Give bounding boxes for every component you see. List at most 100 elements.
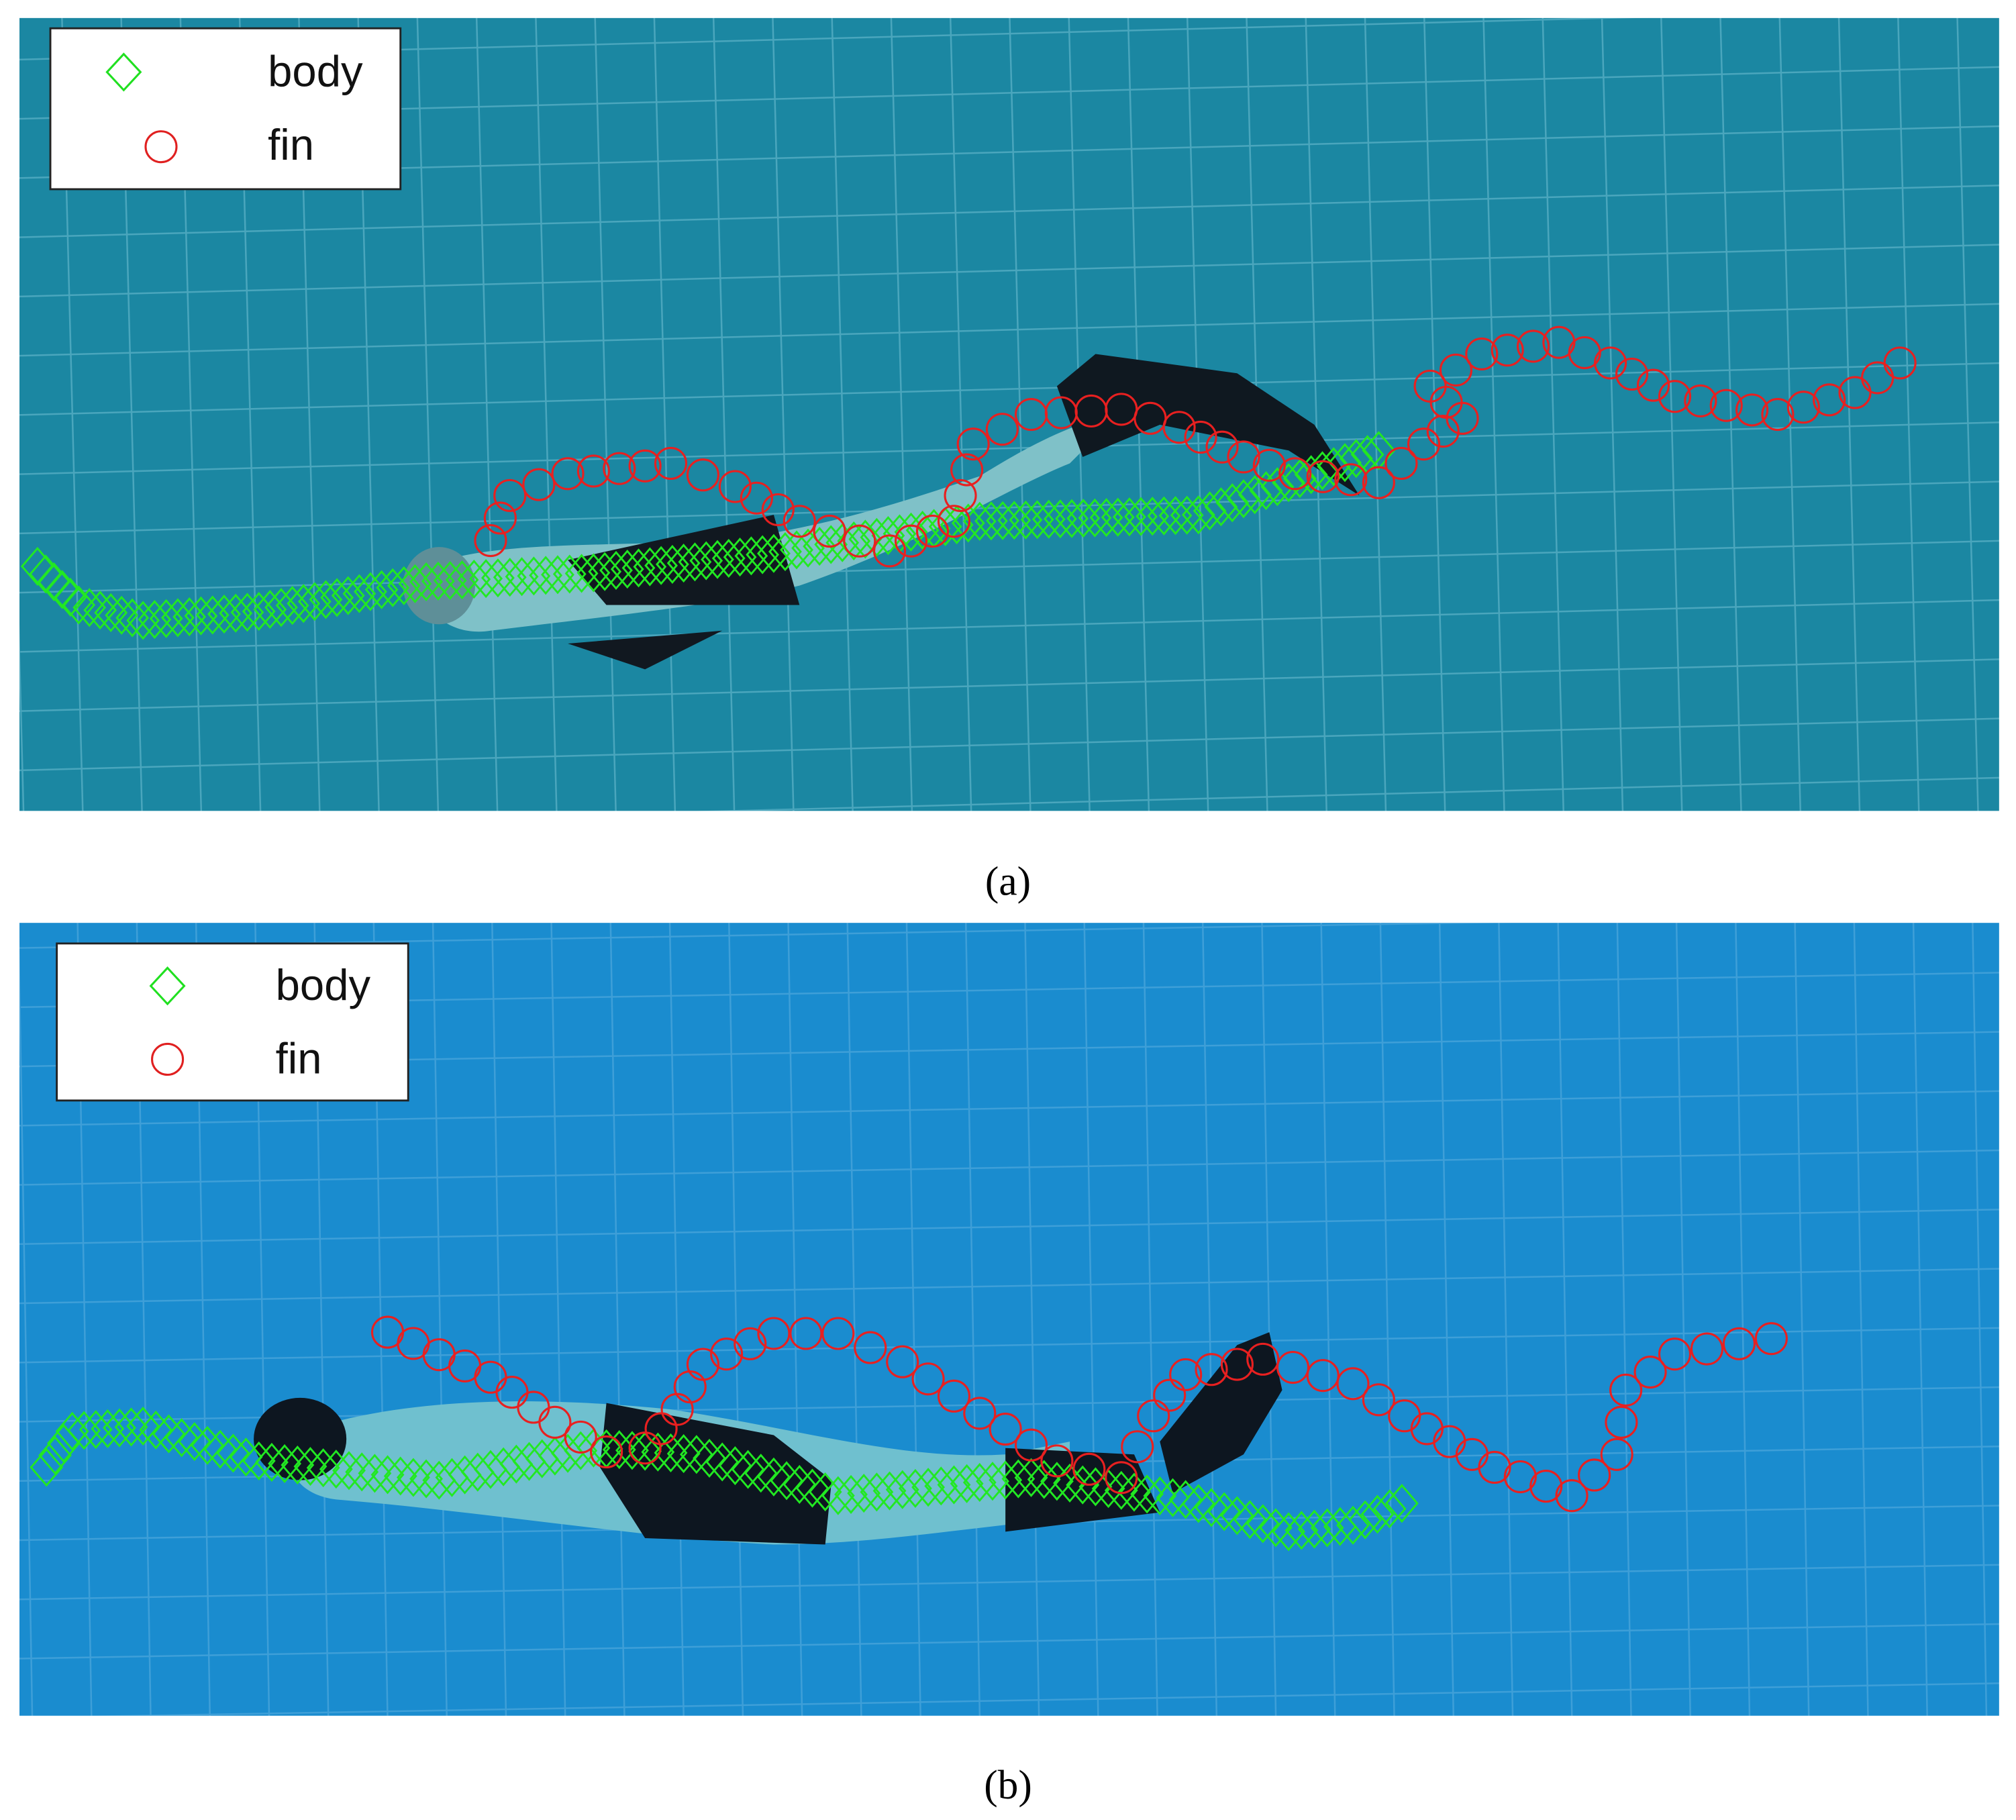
fin-marker <box>1658 1337 1692 1371</box>
body-marker <box>383 1456 417 1496</box>
fin-marker <box>1072 1452 1106 1486</box>
body-marker <box>1233 1500 1267 1539</box>
body-marker <box>1362 431 1396 470</box>
body-marker <box>1297 1509 1331 1549</box>
fin-marker <box>1578 1458 1611 1492</box>
panel-b: body fin <box>19 923 1999 1716</box>
body-marker <box>834 1474 868 1514</box>
fin-marker <box>590 1435 623 1469</box>
body-marker <box>433 560 467 601</box>
fin-marker <box>1722 1327 1756 1360</box>
body-marker <box>795 1468 829 1508</box>
body-marker <box>421 561 455 601</box>
fin-marker <box>886 1345 919 1378</box>
body-marker <box>29 554 63 594</box>
fin-marker <box>937 1379 970 1413</box>
legend-circle <box>151 1042 185 1076</box>
body-marker <box>255 1442 289 1482</box>
body-marker <box>83 591 117 630</box>
body-marker <box>1143 1476 1177 1516</box>
body-marker <box>1336 1505 1370 1545</box>
fin-marker <box>789 1317 823 1350</box>
body-marker <box>309 580 343 619</box>
body-marker <box>962 501 997 541</box>
fin-marker <box>1195 1353 1228 1386</box>
body-marker <box>1168 1480 1203 1519</box>
fins <box>1160 1332 1282 1493</box>
body-marker <box>445 560 479 600</box>
fin-marker <box>915 514 950 548</box>
body-marker <box>962 1462 997 1503</box>
body-marker <box>1170 495 1204 535</box>
body-marker <box>679 1435 713 1474</box>
fin-marker <box>1761 398 1795 432</box>
body-marker <box>1259 1508 1293 1548</box>
body-marker <box>718 1446 752 1486</box>
body-marker <box>1112 497 1146 537</box>
body-marker <box>693 1438 726 1478</box>
fin-marker <box>1813 383 1846 417</box>
body-marker <box>628 1431 662 1471</box>
body-marker <box>1089 498 1123 538</box>
legend: body fin <box>56 942 409 1102</box>
fin-marker <box>1529 1470 1563 1503</box>
body-marker <box>885 1470 919 1509</box>
body-marker <box>731 1450 765 1489</box>
fin-marker <box>1137 1399 1170 1433</box>
fin-marker <box>1600 1437 1633 1471</box>
body-marker <box>1136 497 1170 536</box>
fin-marker <box>1636 368 1670 402</box>
body-marker <box>342 574 376 613</box>
fin-marker <box>686 458 719 492</box>
fin-marker <box>1491 334 1524 367</box>
fin-marker <box>1014 1428 1048 1462</box>
body-marker <box>1066 499 1101 538</box>
body-marker <box>103 1408 136 1448</box>
body-marker <box>950 1464 984 1503</box>
body-marker <box>331 576 365 615</box>
body-marker <box>986 501 1020 540</box>
fin-marker <box>1362 1383 1395 1417</box>
body-marker <box>1130 1474 1164 1514</box>
body-marker <box>91 1409 125 1449</box>
body-marker <box>641 1432 675 1472</box>
fin-marker <box>1633 1355 1667 1389</box>
body-marker <box>126 1407 160 1446</box>
body-marker <box>911 1468 945 1507</box>
fin-marker <box>734 1327 767 1360</box>
body-marker <box>1238 475 1272 515</box>
body-marker <box>293 1447 327 1486</box>
body-marker <box>517 556 551 596</box>
body-marker <box>268 1444 302 1484</box>
fin-marker <box>950 453 984 487</box>
body-marker <box>564 1431 598 1470</box>
body-marker <box>1101 497 1135 537</box>
fin-marker <box>783 505 816 538</box>
body-marker <box>281 1445 315 1485</box>
fin-marker <box>710 1337 744 1371</box>
fin-marker <box>1306 460 1340 493</box>
fin-marker <box>1306 1359 1340 1393</box>
fin-marker <box>1153 1378 1187 1412</box>
body-marker <box>1055 499 1089 538</box>
fin-marker <box>1555 1479 1589 1513</box>
body-marker <box>1328 443 1362 483</box>
body-marker <box>898 1468 932 1508</box>
fin-marker <box>1184 420 1217 454</box>
body-marker <box>808 1472 842 1512</box>
fin-marker <box>1478 1450 1511 1484</box>
body-marker <box>38 1435 72 1475</box>
body-marker <box>615 1431 649 1470</box>
caption: (a) <box>985 859 1031 905</box>
fin-marker <box>1276 1350 1310 1384</box>
fin-marker <box>843 524 876 558</box>
fin-marker <box>1362 466 1395 499</box>
fin-marker <box>483 501 517 535</box>
body-marker <box>541 555 574 595</box>
fin-marker <box>686 1348 719 1381</box>
fin-marker <box>1336 1367 1370 1401</box>
fin-marker <box>644 1412 678 1446</box>
body-marker <box>45 570 79 609</box>
fin-marker <box>1334 463 1368 497</box>
